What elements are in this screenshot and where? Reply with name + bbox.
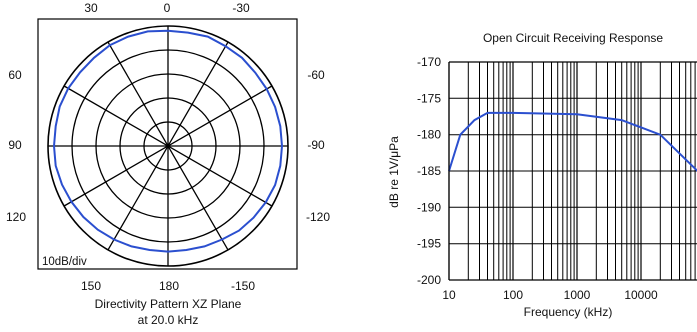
angle-label-neg120: -120 xyxy=(306,210,330,224)
angle-label-neg90: -90 xyxy=(307,138,325,152)
polar-series xyxy=(52,29,284,253)
y-tick-labels: -170 -175 -180 -185 -190 -195 -200 xyxy=(417,55,441,287)
angle-label-60: 60 xyxy=(8,68,22,82)
angle-label-90: 90 xyxy=(8,138,22,152)
line-chart-title: Open Circuit Receiving Response xyxy=(483,31,663,45)
receiving-response-chart: Open Circuit Receiving Response -170 -175… xyxy=(387,31,697,319)
angle-label-180: 180 xyxy=(159,279,179,293)
angle-label-neg30: -30 xyxy=(232,1,250,15)
y-tick-label: -180 xyxy=(417,128,441,142)
angle-label-neg150: -150 xyxy=(231,279,255,293)
y-tick-label: -170 xyxy=(417,55,441,69)
scale-label: 10dB/div xyxy=(42,256,87,268)
y-axis-label: dB re 1V/μPa xyxy=(387,136,401,208)
polar-subtitle: at 20.0 kHz xyxy=(138,313,199,327)
y-tick-label: -195 xyxy=(417,237,441,251)
angle-label-120: 120 xyxy=(6,210,26,224)
x-tick-labels: 10 100 1000 10000 xyxy=(442,288,658,302)
polar-spoke xyxy=(107,41,229,251)
angle-label-neg60: -60 xyxy=(307,68,325,82)
scale-label-box xyxy=(39,253,91,268)
polar-spokes xyxy=(48,26,288,266)
angle-label-0: 0 xyxy=(164,1,171,15)
x-tick-label: 10 xyxy=(442,288,456,302)
x-tick-label: 1000 xyxy=(564,288,591,302)
polar-title: Directivity Pattern XZ Plane xyxy=(95,297,242,311)
y-tick-label: -190 xyxy=(417,200,441,214)
x-axis-label: Frequency (kHz) xyxy=(524,305,613,319)
x-tick-label: 100 xyxy=(503,288,523,302)
response-series-line xyxy=(448,111,697,172)
angle-label-30: 30 xyxy=(84,1,98,15)
y-tick-label: -200 xyxy=(417,273,441,287)
x-tick-label: 10000 xyxy=(624,288,658,302)
polar-directivity-chart: 30 0 -30 60 -60 90 -90 120 -120 150 180 … xyxy=(6,1,330,327)
line-series xyxy=(448,111,697,172)
polar-series-line xyxy=(52,29,284,253)
angle-label-150: 150 xyxy=(81,279,101,293)
y-tick-label: -175 xyxy=(417,91,441,105)
y-tick-label: -185 xyxy=(417,164,441,178)
